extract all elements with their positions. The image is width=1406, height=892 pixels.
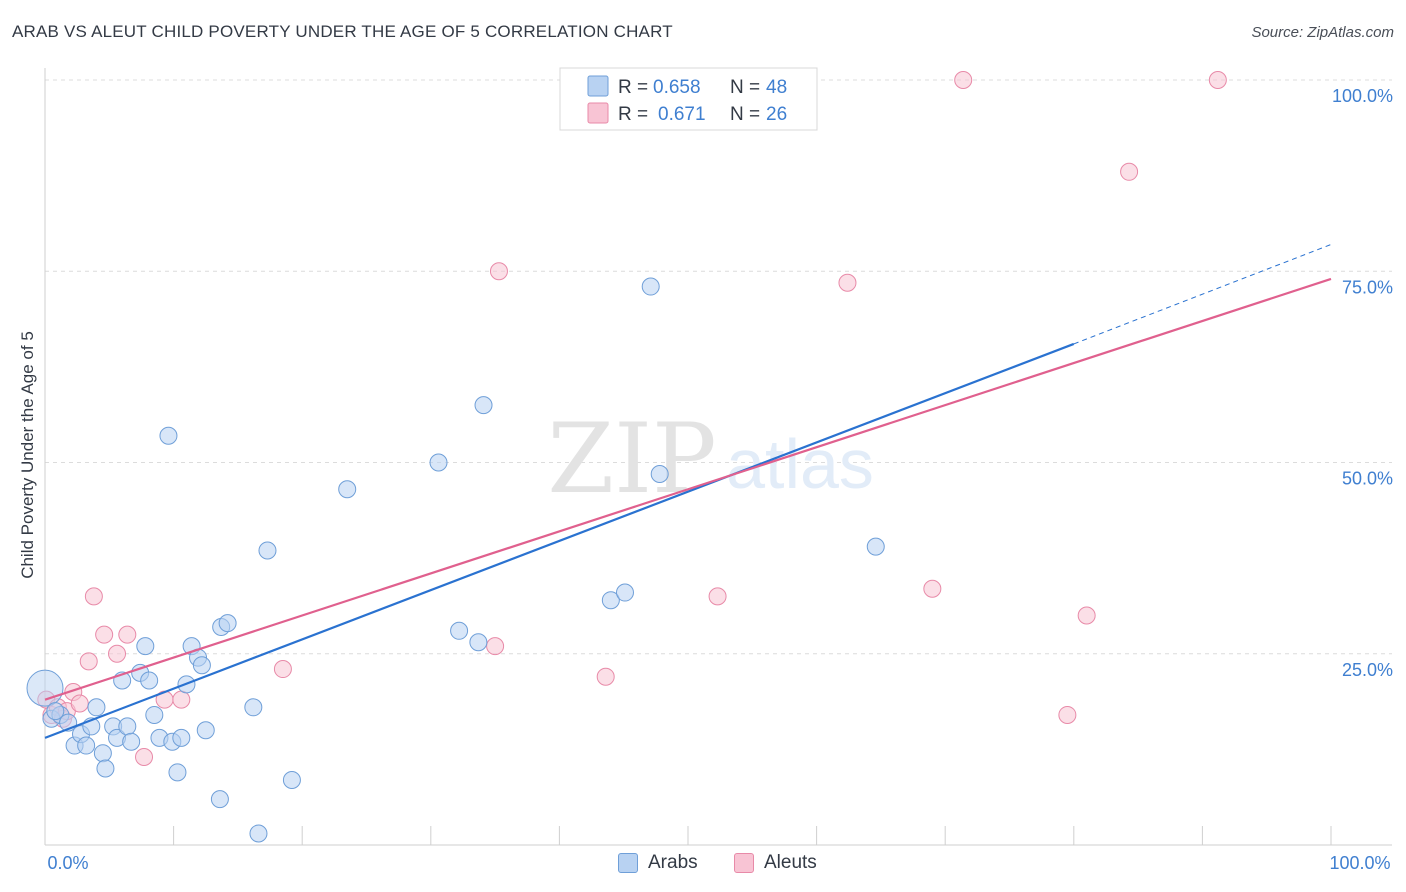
- bottom-legend-aleuts: Aleuts: [734, 852, 817, 874]
- arab-point: [93, 744, 112, 763]
- aleut-point: [84, 587, 103, 606]
- arab-point: [615, 583, 634, 602]
- arab-point: [244, 698, 263, 717]
- aleut-point: [172, 690, 191, 709]
- aleut-point: [923, 579, 942, 598]
- arab-point: [192, 656, 211, 675]
- bottom-legend: Arabs Aleuts: [0, 852, 1406, 878]
- aleut-point: [954, 71, 973, 89]
- aleuts-trend-line: [44, 277, 1332, 701]
- aleut-point: [273, 660, 292, 679]
- bottom-legend-label-arabs: Arabs: [648, 852, 698, 873]
- arab-point: [140, 671, 159, 690]
- arab-point: [429, 453, 448, 472]
- trend-layer: [44, 244, 1332, 739]
- arabs-trend-extension: [1073, 244, 1332, 345]
- arab-point: [77, 736, 96, 755]
- source-label: Source: ZipAtlas.com: [1251, 24, 1394, 41]
- watermark-zip: ZIP: [547, 403, 716, 515]
- arab-point: [474, 396, 493, 415]
- arab-point: [601, 591, 620, 610]
- y-axis-label: Child Poverty Under the Age of 5: [18, 331, 37, 579]
- points-layer: [26, 71, 1227, 843]
- y-tick-label: 50.0%: [1342, 469, 1393, 489]
- legend-aleuts-n-label: N =: [730, 104, 760, 125]
- watermark: ZIP atlas: [547, 403, 874, 515]
- aleut-point: [135, 748, 154, 767]
- aleut-point: [1077, 606, 1096, 625]
- arab-point: [87, 698, 106, 717]
- legend-swatch-aleuts: [587, 102, 609, 124]
- arab-point: [450, 621, 469, 640]
- aleut-point: [118, 625, 137, 644]
- legend-arabs-n-value: 48: [766, 77, 787, 98]
- arab-point: [469, 633, 488, 652]
- legend-swatch-arabs: [587, 75, 609, 97]
- x-tick-label-min: 0.0%: [47, 853, 88, 873]
- arab-point: [338, 480, 357, 499]
- arab-point: [122, 732, 141, 751]
- watermark-atlas: atlas: [726, 425, 874, 503]
- arab-point: [282, 770, 301, 789]
- chart-title: ARAB VS ALEUT CHILD POVERTY UNDER THE AG…: [12, 22, 673, 41]
- aleut-point: [1120, 162, 1139, 181]
- aleut-point: [108, 644, 127, 663]
- arab-point: [866, 537, 885, 556]
- axes-layer: [44, 68, 1392, 846]
- aleut-point: [596, 667, 615, 686]
- aleut-point: [838, 273, 857, 292]
- aleut-point: [489, 262, 508, 281]
- legend-aleuts-r-value: 0.671: [658, 104, 706, 125]
- legend-arabs-n-label: N =: [730, 77, 760, 98]
- aleut-point: [1208, 71, 1227, 89]
- bottom-legend-swatch-arabs: [618, 853, 638, 873]
- arab-point: [26, 669, 64, 707]
- arab-point: [196, 721, 215, 740]
- legend-aleuts-r-label: R =: [618, 104, 648, 125]
- aleut-point: [708, 587, 727, 606]
- arab-point: [210, 790, 229, 809]
- aleut-point: [95, 625, 114, 644]
- aleut-point: [79, 652, 98, 671]
- arab-point: [136, 637, 155, 656]
- aleut-point: [70, 694, 89, 713]
- aleut-point: [486, 637, 505, 656]
- arab-point: [172, 728, 191, 747]
- x-tick-label-max: 100.0%: [1329, 853, 1390, 873]
- arab-point: [46, 702, 65, 721]
- arab-point: [650, 464, 669, 483]
- arabs-trend-line: [44, 342, 1075, 739]
- aleut-point: [1058, 705, 1077, 724]
- bottom-legend-label-aleuts: Aleuts: [764, 852, 817, 873]
- arab-point: [159, 426, 178, 445]
- arab-point: [249, 824, 268, 843]
- arab-point: [145, 705, 164, 724]
- y-tick-labels: 25.0% 50.0% 75.0% 100.0%: [1332, 86, 1393, 680]
- arab-point: [118, 717, 137, 736]
- y-tick-label: 75.0%: [1342, 277, 1393, 297]
- arab-point: [641, 277, 660, 296]
- legend-arabs-r-label: R =: [618, 77, 648, 98]
- bottom-legend-arabs: Arabs: [618, 852, 698, 874]
- y-tick-label: 100.0%: [1332, 86, 1393, 106]
- arab-point: [96, 759, 115, 778]
- arab-point: [168, 763, 187, 782]
- legend-aleuts-n-value: 26: [766, 104, 787, 125]
- arab-point: [258, 541, 277, 560]
- grid-layer: [45, 79, 1392, 655]
- legend-arabs-r-value: 0.658: [653, 77, 701, 98]
- arab-point: [218, 614, 237, 633]
- bottom-legend-swatch-aleuts: [734, 853, 754, 873]
- legend-box: R = 0.658 N = 48 R = 0.671 N = 26: [559, 67, 818, 131]
- y-tick-label: 25.0%: [1342, 660, 1393, 680]
